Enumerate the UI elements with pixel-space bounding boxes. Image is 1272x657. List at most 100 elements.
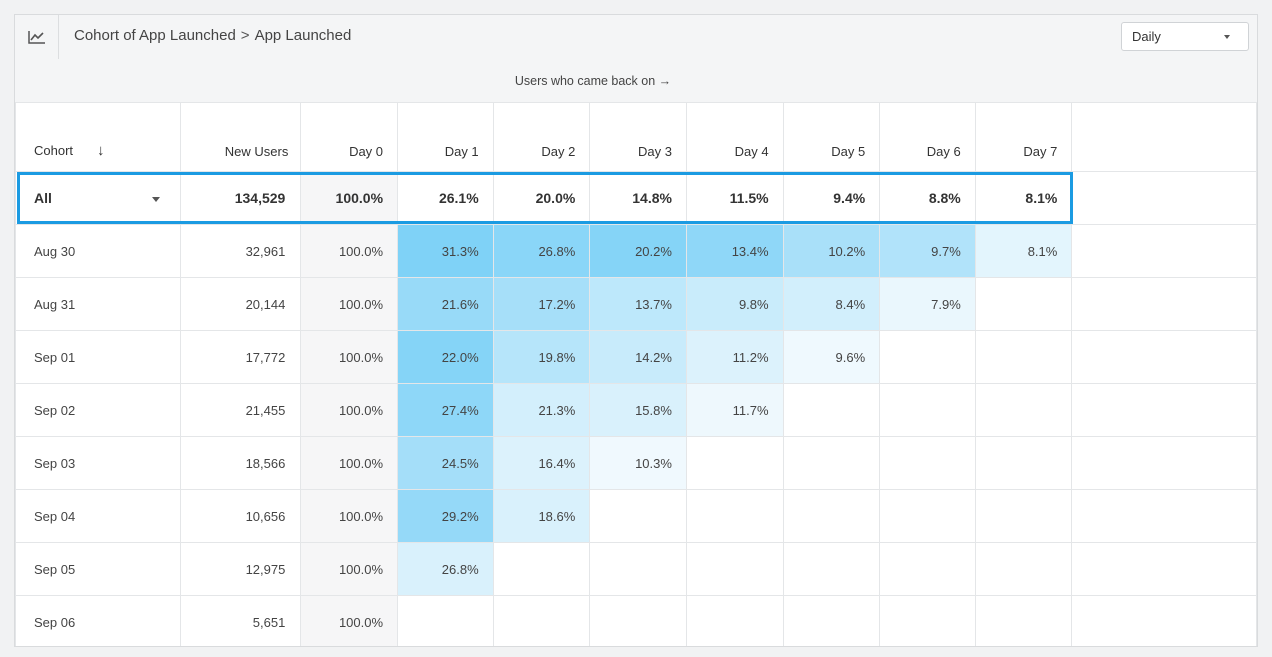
all-day-4: 11.5%	[685, 171, 784, 225]
retention-cell-day-7	[974, 436, 1073, 490]
retention-cell-day-7	[974, 383, 1073, 437]
retention-cell-day-0[interactable]: 100.0%	[300, 383, 399, 437]
column-header-day-7[interactable]: Day 7	[974, 102, 1073, 172]
retention-cell-day-7[interactable]: 8.1%	[974, 224, 1073, 278]
column-header-day-4[interactable]: Day 4	[685, 102, 784, 172]
report-title-event[interactable]: Cohort of App Launched	[74, 27, 236, 44]
chart-type-button[interactable]	[15, 15, 59, 59]
table-row[interactable]: Aug 31 20,144 100.0% 21.6% 17.2% 13.7% 9.8% 8.4…	[15, 277, 1257, 331]
sort-down-icon[interactable]: ↓	[97, 142, 105, 159]
retention-cell-day-2[interactable]: 17.2%	[492, 277, 591, 331]
interval-select[interactable]: Daily	[1121, 22, 1249, 51]
retention-cell-day-5[interactable]: 8.4%	[782, 277, 881, 331]
cohort-date-cell: Sep 02	[15, 383, 181, 437]
retention-cell-day-3[interactable]: 13.7%	[589, 277, 687, 331]
retention-cell-day-3[interactable]: 14.2%	[589, 330, 687, 384]
retention-cell-day-0[interactable]: 100.0%	[300, 224, 399, 278]
retention-cell-day-5[interactable]: 10.2%	[782, 224, 881, 278]
retention-cell-day-5[interactable]: 9.6%	[782, 330, 881, 384]
retention-cell-day-0[interactable]: 100.0%	[300, 489, 399, 543]
table-row[interactable]: Sep 02 21,455 100.0% 27.4% 21.3% 15.8% 11.7%	[15, 383, 1257, 437]
retention-cell-day-2[interactable]: 26.8%	[492, 224, 591, 278]
line-chart-icon	[27, 31, 45, 44]
retention-cell-day-0[interactable]: 100.0%	[300, 277, 399, 331]
retention-cell-day-6[interactable]: 9.7%	[879, 224, 976, 278]
column-header-day-0[interactable]: Day 0	[300, 102, 399, 172]
table-row[interactable]: Sep 05 12,975 100.0% 26.8%	[15, 542, 1257, 596]
table-row[interactable]: Aug 30 32,961 100.0% 31.3% 26.8% 20.2% 13.4% 10…	[15, 224, 1257, 278]
retention-cell-day-4[interactable]: 11.2%	[685, 330, 784, 384]
retention-cell-day-5	[782, 436, 881, 490]
empty-cell	[1071, 489, 1257, 543]
new-users-cell: 18,566	[179, 436, 302, 490]
column-header-day-5[interactable]: Day 5	[782, 102, 881, 172]
retention-cell-day-6	[879, 595, 976, 646]
new-users-cell: 17,772	[179, 330, 302, 384]
cohort-date-cell: Sep 06	[15, 595, 181, 646]
table-row[interactable]: Sep 01 17,772 100.0% 22.0% 19.8% 14.2% 11.2% 9.…	[15, 330, 1257, 384]
chevron-down-icon	[1224, 35, 1230, 39]
empty-cell	[1071, 542, 1257, 596]
chevron-down-icon[interactable]	[151, 196, 160, 202]
column-header-day-2[interactable]: Day 2	[492, 102, 591, 172]
all-label: All	[34, 190, 52, 206]
retention-cell-day-0[interactable]: 100.0%	[300, 542, 399, 596]
retention-cell-day-4	[685, 489, 784, 543]
retention-cell-day-2[interactable]: 19.8%	[492, 330, 591, 384]
retention-cell-day-0[interactable]: 100.0%	[300, 436, 399, 490]
retention-cell-day-2	[492, 542, 591, 596]
cohort-header-label: Cohort	[34, 143, 74, 158]
all-cohorts-row[interactable]: All 134,529 100.0% 26.1% 20.0% 14.8% 11.…	[15, 171, 1257, 225]
retention-cell-day-7	[974, 489, 1073, 543]
retention-cell-day-4[interactable]: 13.4%	[685, 224, 784, 278]
table-row[interactable]: Sep 06 5,651 100.0%	[15, 595, 1257, 646]
empty-cell	[1071, 383, 1257, 437]
retention-cell-day-6	[879, 436, 976, 490]
retention-cell-day-5	[782, 383, 881, 437]
empty-cell	[1071, 277, 1257, 331]
all-new-users: 134,529	[179, 171, 302, 225]
column-header-day-3[interactable]: Day 3	[589, 102, 687, 172]
empty-cell	[1071, 224, 1257, 278]
retention-cell-day-1[interactable]: 21.6%	[397, 277, 494, 331]
retention-cell-day-3	[589, 595, 687, 646]
retention-cell-day-1[interactable]: 27.4%	[397, 383, 494, 437]
new-users-cell: 20,144	[179, 277, 302, 331]
retention-cell-day-1[interactable]: 24.5%	[397, 436, 494, 490]
column-header-new-users[interactable]: New Users	[179, 102, 302, 172]
retention-cell-day-1[interactable]: 26.8%	[397, 542, 494, 596]
column-header-day-1[interactable]: Day 1	[397, 102, 494, 172]
table-row[interactable]: Sep 04 10,656 100.0% 29.2% 18.6%	[15, 489, 1257, 543]
retention-cell-day-6	[879, 330, 976, 384]
retention-cell-day-6[interactable]: 7.9%	[879, 277, 976, 331]
retention-cell-day-0[interactable]: 100.0%	[300, 330, 399, 384]
came-back-label: Users who came back on →	[514, 73, 672, 88]
retention-cell-day-2[interactable]: 18.6%	[492, 489, 591, 543]
empty-cell	[1071, 595, 1257, 646]
column-header-day-6[interactable]: Day 6	[879, 102, 976, 172]
retention-cell-day-3[interactable]: 20.2%	[589, 224, 687, 278]
empty-column-header	[1071, 102, 1257, 172]
retention-cell-day-4	[685, 595, 784, 646]
retention-cell-day-3[interactable]: 10.3%	[589, 436, 687, 490]
retention-cell-day-0[interactable]: 100.0%	[300, 595, 399, 646]
all-cohort-select[interactable]: All	[15, 171, 181, 225]
retention-cell-day-4[interactable]: 9.8%	[685, 277, 784, 331]
table-row[interactable]: Sep 03 18,566 100.0% 24.5% 16.4% 10.3%	[15, 436, 1257, 490]
all-day-0: 100.0%	[300, 171, 399, 225]
retention-cell-day-4[interactable]: 11.7%	[685, 383, 784, 437]
retention-cell-day-1[interactable]: 22.0%	[397, 330, 494, 384]
report-title-return-event[interactable]: App Launched	[254, 27, 352, 44]
new-users-cell: 5,651	[179, 595, 302, 646]
retention-cell-day-6	[879, 542, 976, 596]
retention-cell-day-2[interactable]: 16.4%	[492, 436, 591, 490]
cohort-date-cell: Sep 01	[15, 330, 181, 384]
all-day-7: 8.1%	[974, 171, 1073, 225]
retention-cell-day-2[interactable]: 21.3%	[492, 383, 591, 437]
cohort-report-panel: Cohort of App Launched > App Launched Dail…	[14, 14, 1258, 647]
retention-cell-day-3	[589, 542, 687, 596]
retention-cell-day-1[interactable]: 31.3%	[397, 224, 494, 278]
retention-cell-day-1[interactable]: 29.2%	[397, 489, 494, 543]
column-header-cohort[interactable]: Cohort ↓	[15, 102, 181, 172]
retention-cell-day-3[interactable]: 15.8%	[589, 383, 687, 437]
